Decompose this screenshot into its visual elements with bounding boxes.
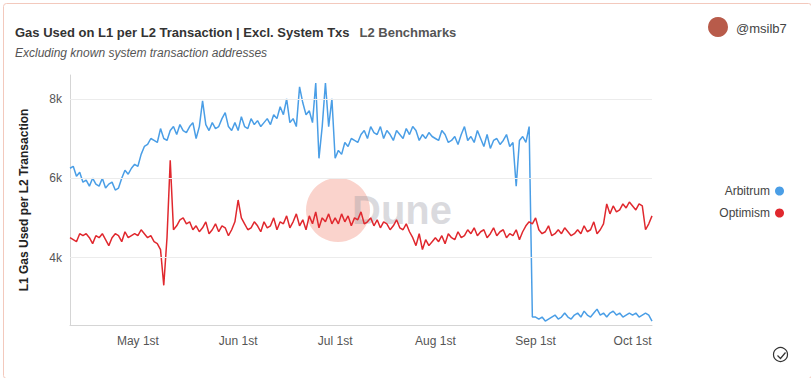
svg-text:Excluding known system transac: Excluding known system transaction addre… bbox=[15, 46, 267, 60]
svg-text:May 1st: May 1st bbox=[117, 334, 160, 348]
svg-text:Aug 1st: Aug 1st bbox=[415, 334, 456, 348]
svg-text:Oct 1st: Oct 1st bbox=[614, 334, 653, 348]
svg-text:L1 Gas Used per L2 Transaction: L1 Gas Used per L2 Transaction bbox=[17, 109, 31, 292]
svg-text:8k: 8k bbox=[49, 92, 63, 106]
svg-text:Optimism: Optimism bbox=[719, 206, 770, 220]
svg-text:L2 Benchmarks: L2 Benchmarks bbox=[360, 25, 457, 40]
svg-text:Gas Used on L1 per L2 Transact: Gas Used on L1 per L2 Transaction | Excl… bbox=[15, 25, 350, 40]
svg-text:Arbitrum: Arbitrum bbox=[725, 184, 770, 198]
svg-text:Dune: Dune bbox=[352, 188, 452, 232]
svg-text:@msilb7: @msilb7 bbox=[736, 21, 787, 36]
svg-text:Jul 1st: Jul 1st bbox=[318, 334, 353, 348]
svg-text:6k: 6k bbox=[49, 171, 63, 185]
svg-text:4k: 4k bbox=[49, 251, 63, 265]
svg-text:Sep 1st: Sep 1st bbox=[515, 334, 556, 348]
svg-text:Jun 1st: Jun 1st bbox=[219, 334, 258, 348]
